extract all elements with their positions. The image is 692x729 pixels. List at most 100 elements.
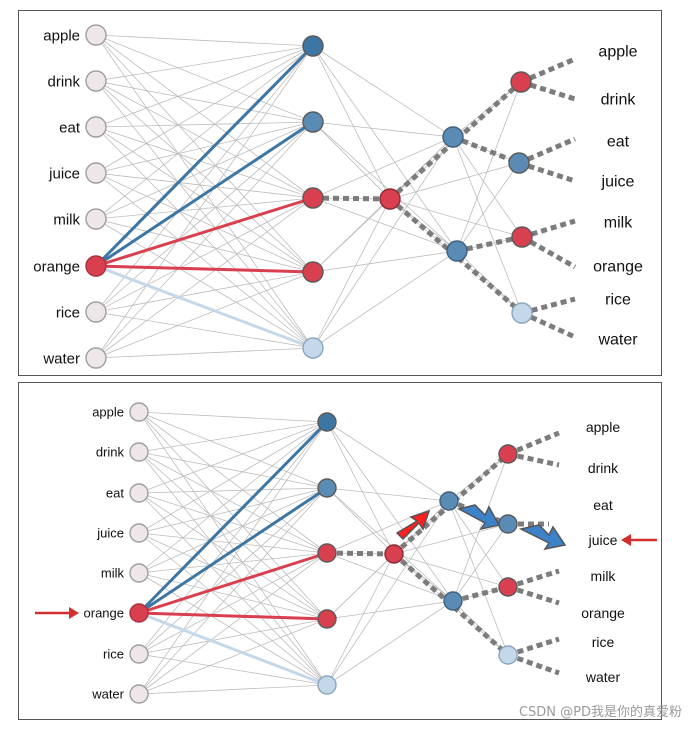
edge-input-hidden: [138, 411, 328, 489]
dash-fan-3-1: [507, 652, 560, 676]
edge-input-hidden: [138, 451, 328, 686]
edge-hidden-next: [312, 250, 458, 349]
bottom-network-panel: apple drink eat juice milk orange rice water app…: [18, 382, 662, 720]
edge-input-hidden: [95, 126, 314, 349]
edge-input-hidden: [138, 411, 328, 423]
edge-input-hidden: [138, 552, 328, 574]
edge-input-hidden: [138, 532, 328, 686]
edge-input-hidden: [138, 487, 328, 494]
edge-input-hidden: [95, 197, 314, 359]
node-layer: [85, 24, 533, 369]
edge-input-hidden: [138, 552, 328, 655]
red-block-arrow: [395, 509, 431, 541]
blue-block-arrow-2: [518, 524, 567, 551]
output-node-2: [511, 226, 533, 248]
output-node-1: [508, 152, 530, 174]
input-label-juice: juice: [96, 526, 124, 541]
edge-hidden-next: [312, 136, 454, 199]
edge-input-hidden: [138, 451, 328, 489]
dash-fan-3-0: [521, 296, 576, 316]
hidden-node-4: [302, 337, 324, 359]
edge-hidden-next: [312, 45, 391, 200]
edge-pre-output: [389, 198, 523, 238]
output-node-3: [498, 645, 518, 665]
edge-active-2: [138, 551, 328, 615]
edge-pre-output: [452, 523, 509, 602]
edge-input-hidden: [138, 684, 328, 695]
edge-input-hidden: [95, 45, 314, 174]
edge-input-hidden: [138, 492, 328, 554]
dash-fan-2-1: [507, 584, 560, 606]
edge-hidden-next: [326, 600, 454, 686]
input-node-drink: [129, 442, 149, 462]
output-label-drink: drink: [588, 460, 619, 476]
edge-hidden-next: [326, 421, 454, 602]
edge-hidden-next: [326, 600, 454, 620]
input-label-orange: orange: [84, 606, 124, 621]
edge-pre-output: [448, 500, 509, 656]
input-label-eat: eat: [106, 486, 124, 501]
edge-hidden-next: [312, 121, 458, 252]
dash-fan-0-1: [507, 451, 560, 468]
output-node-0: [510, 71, 532, 93]
dash-hidden-mid: [326, 550, 395, 557]
hidden-node-3: [317, 609, 337, 629]
edge-input-hidden: [95, 80, 314, 273]
output-label-orange: orange: [593, 259, 643, 276]
dash-pre-out-a: [452, 134, 520, 166]
input-label-orange: orange: [33, 258, 80, 275]
edge-input-hidden: [138, 411, 328, 686]
hidden-node-2: [317, 543, 337, 563]
edge-input-hidden: [95, 121, 314, 220]
input-label-drink: drink: [47, 73, 80, 90]
blue-block-arrow-1: [456, 504, 501, 531]
edge-input-hidden: [95, 80, 314, 123]
top-network-panel: apple drink eat juice milk orange rice water app…: [18, 10, 662, 376]
dashed-layer: [326, 430, 560, 676]
edge-input-hidden: [95, 121, 314, 128]
input-label-water: water: [91, 687, 124, 702]
edge-hidden-next: [312, 136, 454, 349]
input-node-orange: [85, 255, 107, 277]
edge-input-hidden: [138, 552, 328, 695]
output-label-juice: juice: [601, 174, 635, 191]
edge-input-hidden: [95, 45, 314, 82]
edge-input-hidden: [138, 532, 328, 620]
edge-input-hidden: [95, 45, 314, 220]
output-label-eat: eat: [607, 134, 630, 151]
input-node-milk: [129, 563, 149, 583]
hidden-node-1: [317, 478, 337, 498]
edge-input-hidden: [95, 172, 314, 349]
edge-active-1: [95, 120, 314, 268]
input-label-apple: apple: [92, 405, 124, 420]
dash-mid-out-b: [388, 197, 524, 315]
edge-hidden-next: [326, 421, 395, 555]
edge-input-hidden: [138, 618, 328, 695]
edge-input-hidden: [95, 172, 314, 199]
edge-input-hidden: [95, 197, 314, 313]
edge-input-hidden: [95, 197, 314, 220]
edge-input-hidden: [138, 487, 328, 574]
output-label-drink: drink: [601, 92, 637, 109]
input-label-water: water: [42, 350, 80, 367]
pre-output-node-1: [443, 591, 463, 611]
edge-pre-output: [393, 523, 509, 555]
edge-input-hidden: [95, 121, 314, 359]
input-node-orange: [129, 603, 149, 623]
edge-input-hidden: [138, 421, 328, 695]
input-label-milk: milk: [53, 211, 80, 228]
edge-input-hidden: [95, 172, 314, 273]
edge-active-0: [94, 44, 315, 268]
edge-input-hidden: [138, 421, 328, 574]
input-node-drink: [85, 70, 107, 92]
edge-hidden-next: [312, 121, 454, 138]
edge-active-4: [95, 264, 314, 350]
output-label-rice: rice: [592, 634, 615, 650]
input-label-eat: eat: [59, 119, 81, 136]
edge-hidden-next: [326, 500, 450, 686]
dash-pre-out-b: [456, 234, 523, 254]
edge-input-hidden: [138, 451, 328, 620]
input-label-juice: juice: [48, 165, 80, 182]
input-node-eat: [85, 116, 107, 138]
top-network-diagram: apple drink eat juice milk orange rice water app…: [33, 24, 643, 369]
